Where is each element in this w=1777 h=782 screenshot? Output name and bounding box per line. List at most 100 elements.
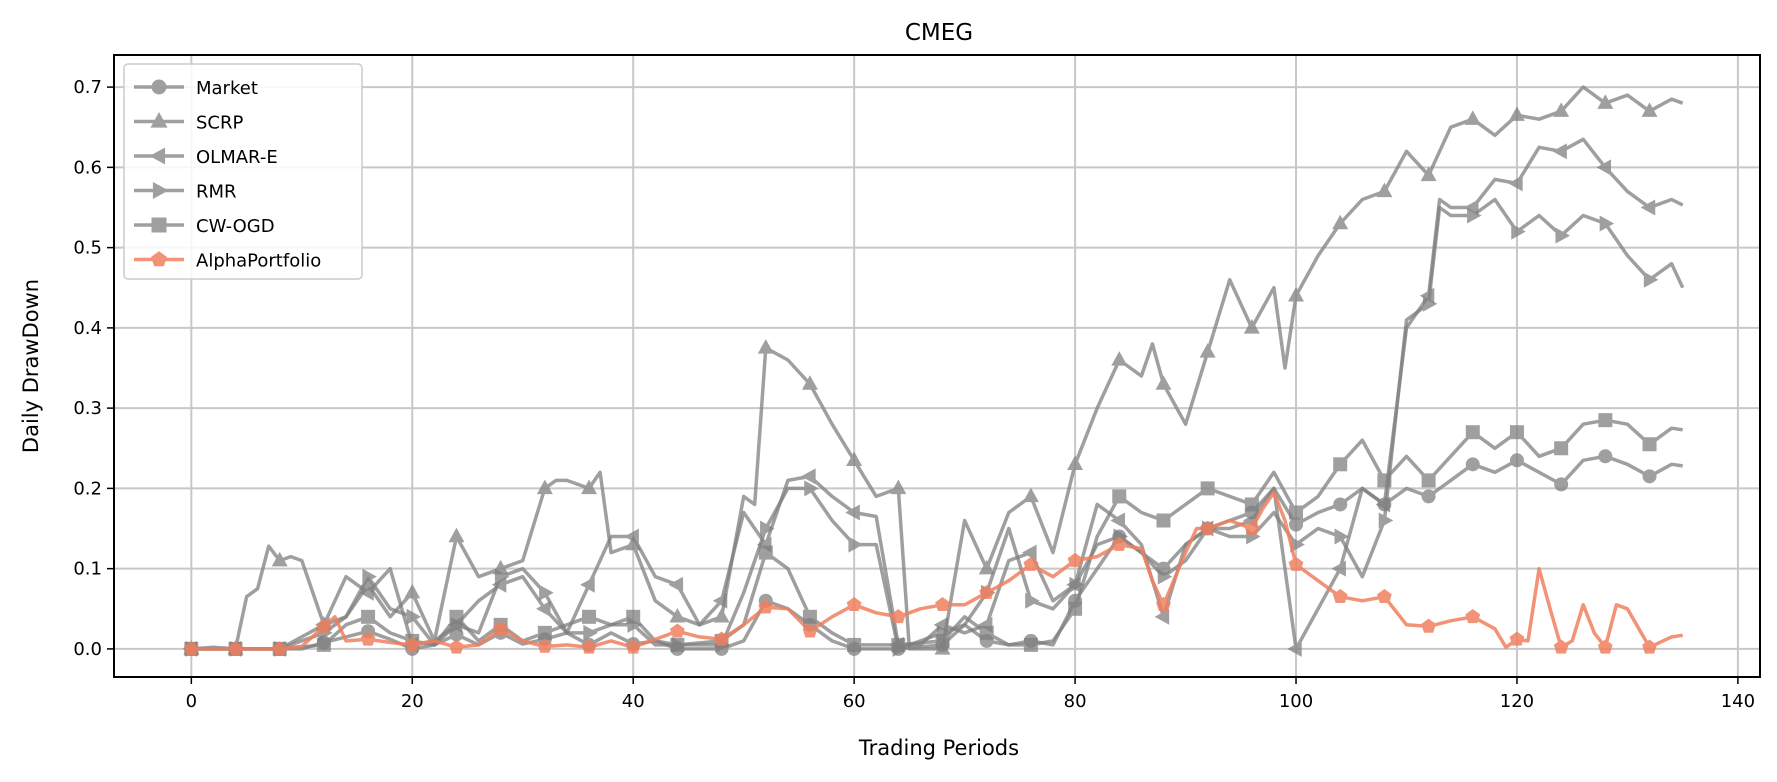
data-point [1111, 536, 1127, 551]
data-point [404, 637, 420, 652]
data-point [360, 631, 376, 646]
legend-label: CW-OGD [196, 216, 275, 237]
data-point [801, 375, 818, 390]
data-point [1599, 215, 1615, 232]
data-point [847, 637, 862, 652]
data-point [1378, 512, 1394, 529]
series-line [191, 85, 1684, 651]
legend-label: OLMAR-E [196, 147, 278, 168]
data-point [1596, 159, 1612, 176]
legend-marker [150, 112, 168, 128]
data-point [1509, 453, 1524, 468]
data-point [978, 559, 995, 575]
data-point [183, 641, 199, 656]
data-point [1111, 351, 1128, 366]
data-point [1508, 106, 1525, 121]
data-point [1023, 637, 1038, 652]
data-point [1642, 639, 1657, 654]
y-tick-label: 0.4 [73, 318, 102, 339]
y-axis-label: Daily DrawDown [19, 279, 43, 453]
data-point [670, 623, 685, 638]
legend-label: Market [196, 78, 258, 99]
data-point [1641, 102, 1658, 117]
data-point [1421, 489, 1436, 504]
data-point [1155, 375, 1172, 390]
series-line [191, 454, 1683, 651]
data-point [1334, 528, 1350, 545]
data-point [1642, 469, 1657, 484]
data-point [583, 624, 598, 641]
data-point [271, 551, 288, 567]
data-point [1110, 512, 1125, 529]
data-point [890, 609, 906, 624]
data-point [1465, 609, 1481, 624]
data-point [316, 637, 331, 652]
data-point [1331, 560, 1346, 577]
series-line [191, 418, 1683, 651]
data-point [1156, 513, 1171, 528]
data-point [537, 625, 552, 640]
data-point [404, 583, 421, 599]
data-point [802, 623, 818, 638]
data-point [1157, 568, 1173, 585]
data-point [581, 479, 598, 495]
data-point [1289, 505, 1304, 520]
data-point [1598, 413, 1613, 428]
data-point [1287, 640, 1302, 657]
data-point [802, 609, 817, 624]
series-line [191, 197, 1685, 651]
data-point [1288, 556, 1304, 571]
legend-marker [152, 181, 169, 200]
data-point [1333, 457, 1348, 472]
data-point [1597, 639, 1613, 654]
data-point [1467, 207, 1482, 224]
data-point [979, 625, 994, 640]
data-point [406, 608, 422, 625]
data-point [712, 592, 728, 609]
data-point [1465, 425, 1480, 440]
data-point [1421, 473, 1436, 488]
data-point [536, 479, 553, 495]
data-point [1555, 227, 1570, 244]
legend-marker [151, 217, 167, 233]
data-point [760, 520, 775, 537]
legend-marker [151, 251, 167, 267]
x-tick-label: 20 [401, 691, 424, 712]
data-point [537, 638, 553, 653]
data-point [535, 600, 551, 617]
data-point [625, 639, 641, 654]
data-point [1642, 437, 1657, 452]
data-point [1332, 588, 1348, 604]
data-point [979, 584, 995, 600]
y-tick-label: 0.5 [73, 238, 102, 259]
data-point [1640, 199, 1656, 216]
data-point [1067, 455, 1084, 471]
x-tick-label: 100 [1279, 691, 1313, 712]
data-point [1333, 497, 1348, 512]
data-point [801, 468, 816, 485]
data-point [1289, 517, 1304, 532]
legend-item [134, 217, 184, 233]
data-point [581, 639, 597, 654]
data-point [359, 584, 374, 601]
data-point [669, 607, 686, 623]
data-point [1288, 286, 1305, 302]
data-point [1553, 102, 1570, 117]
data-point [449, 609, 464, 624]
axes-frame [113, 54, 1761, 678]
legend-item [134, 181, 184, 200]
data-point [1023, 556, 1039, 571]
data-point [935, 633, 950, 648]
data-point [714, 631, 729, 646]
chart-title: CMEG [905, 20, 973, 46]
data-point [449, 639, 464, 654]
data-point [494, 568, 510, 585]
data-point [757, 339, 774, 354]
data-point [1464, 110, 1481, 125]
data-point [1553, 639, 1569, 654]
data-point [539, 584, 554, 601]
data-point [1377, 473, 1392, 488]
data-point [1022, 544, 1037, 561]
data-point [1508, 175, 1523, 192]
